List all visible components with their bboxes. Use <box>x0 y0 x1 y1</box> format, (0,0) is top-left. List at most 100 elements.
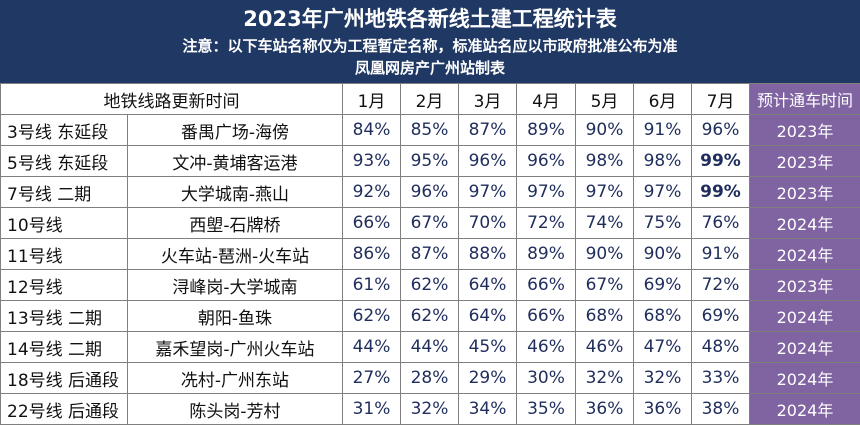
progress-cell: 89% <box>517 239 576 270</box>
eta-cell: 2024年 <box>750 239 860 270</box>
progress-cell: 70% <box>459 208 517 239</box>
progress-cell: 61% <box>343 270 401 301</box>
progress-cell: 67% <box>401 208 459 239</box>
progress-cell: 33% <box>692 363 750 394</box>
segment-cell: 浔峰岗-大学城南 <box>128 270 343 301</box>
segment-cell: 冼村-广州东站 <box>128 363 343 394</box>
progress-cell: 45% <box>459 332 517 363</box>
progress-cell: 27% <box>343 363 401 394</box>
line-name-cell: 3号线 东延段 <box>1 115 128 146</box>
progress-cell: 29% <box>459 363 517 394</box>
line-name-cell: 22号线 后通段 <box>1 394 128 425</box>
segment-cell: 朝阳-鱼珠 <box>128 301 343 332</box>
progress-cell: 97% <box>576 177 634 208</box>
line-name-cell: 5号线 东延段 <box>1 146 128 177</box>
line-name-cell: 18号线 后通段 <box>1 363 128 394</box>
progress-cell: 66% <box>517 270 576 301</box>
progress-cell: 87% <box>401 239 459 270</box>
progress-cell: 38% <box>692 394 750 425</box>
progress-cell: 48% <box>692 332 750 363</box>
eta-column-header: 预计通车时间 <box>750 84 860 115</box>
progress-cell: 72% <box>692 270 750 301</box>
progress-cell: 96% <box>401 177 459 208</box>
progress-cell: 98% <box>576 146 634 177</box>
line-name-cell: 13号线 二期 <box>1 301 128 332</box>
progress-cell: 96% <box>517 146 576 177</box>
progress-cell: 31% <box>343 394 401 425</box>
progress-cell: 62% <box>401 301 459 332</box>
progress-cell: 68% <box>576 301 634 332</box>
progress-cell: 62% <box>343 301 401 332</box>
eta-cell: 2023年 <box>750 270 860 301</box>
progress-cell: 86% <box>343 239 401 270</box>
progress-cell: 64% <box>459 301 517 332</box>
segment-cell: 番禺广场-海傍 <box>128 115 343 146</box>
segment-cell: 文冲-黄埔客运港 <box>128 146 343 177</box>
segment-cell: 西塱-石牌桥 <box>128 208 343 239</box>
progress-cell: 69% <box>634 270 692 301</box>
progress-cell: 30% <box>517 363 576 394</box>
line-name-cell: 7号线 二期 <box>1 177 128 208</box>
line-name-cell: 10号线 <box>1 208 128 239</box>
eta-cell: 2024年 <box>750 363 860 394</box>
month-header: 1月 <box>343 84 401 115</box>
month-header: 6月 <box>634 84 692 115</box>
progress-cell: 66% <box>343 208 401 239</box>
progress-cell: 47% <box>634 332 692 363</box>
progress-cell: 88% <box>459 239 517 270</box>
eta-cell: 2023年 <box>750 115 860 146</box>
eta-cell: 2024年 <box>750 301 860 332</box>
progress-cell: 96% <box>692 115 750 146</box>
eta-cell: 2023年 <box>750 146 860 177</box>
progress-cell: 95% <box>401 146 459 177</box>
progress-cell: 36% <box>576 394 634 425</box>
segment-cell: 大学城南-燕山 <box>128 177 343 208</box>
progress-cell: 98% <box>634 146 692 177</box>
month-header: 7月 <box>692 84 750 115</box>
eta-cell: 2024年 <box>750 332 860 363</box>
progress-cell: 75% <box>634 208 692 239</box>
progress-cell: 34% <box>459 394 517 425</box>
progress-cell: 68% <box>634 301 692 332</box>
progress-cell: 96% <box>459 146 517 177</box>
progress-cell: 99% <box>692 177 750 208</box>
eta-cell: 2023年 <box>750 177 860 208</box>
stats-sheet: 2023年广州地铁各新线土建工程统计表 注意：以下车站名称仅为工程暂定名称，标准… <box>0 0 860 414</box>
table-title: 2023年广州地铁各新线土建工程统计表 <box>1 1 859 34</box>
progress-cell: 67% <box>576 270 634 301</box>
segment-cell: 陈头岗-芳村 <box>128 394 343 425</box>
progress-cell: 90% <box>634 239 692 270</box>
progress-cell: 46% <box>517 332 576 363</box>
line-name-cell: 14号线 二期 <box>1 332 128 363</box>
progress-cell: 91% <box>692 239 750 270</box>
progress-cell: 32% <box>634 363 692 394</box>
progress-cell: 76% <box>692 208 750 239</box>
progress-cell: 36% <box>634 394 692 425</box>
month-header: 4月 <box>517 84 576 115</box>
progress-cell: 90% <box>576 115 634 146</box>
disclaimer-note: 注意：以下车站名称仅为工程暂定名称，标准站名应以市政府批准公布为准 <box>1 34 859 58</box>
progress-cell: 72% <box>517 208 576 239</box>
credit-line: 凤凰网房产广州站制表 <box>1 56 859 80</box>
title-banner: 2023年广州地铁各新线土建工程统计表 注意：以下车站名称仅为工程暂定名称，标准… <box>0 0 860 83</box>
progress-cell: 35% <box>517 394 576 425</box>
progress-cell: 66% <box>517 301 576 332</box>
progress-cell: 32% <box>401 394 459 425</box>
progress-cell: 91% <box>634 115 692 146</box>
progress-cell: 99% <box>692 146 750 177</box>
progress-cell: 44% <box>343 332 401 363</box>
line-name-cell: 12号线 <box>1 270 128 301</box>
segment-cell: 火车站-琶洲-火车站 <box>128 239 343 270</box>
progress-cell: 74% <box>576 208 634 239</box>
progress-cell: 97% <box>517 177 576 208</box>
progress-cell: 92% <box>343 177 401 208</box>
progress-cell: 87% <box>459 115 517 146</box>
